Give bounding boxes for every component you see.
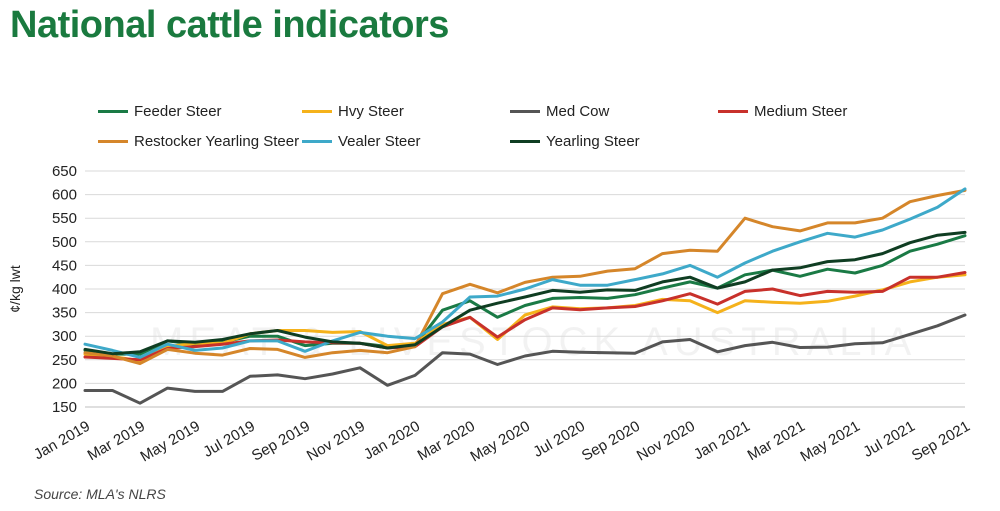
x-tick-label: Mar 2020 [415,418,478,464]
series-line-medium-steer [83,271,967,362]
x-tick-label: May 2019 [137,418,203,466]
legend-label: Restocker Yearling Steer [134,132,300,150]
legend-item: Vealer Steer [302,131,421,151]
legend-swatch [98,139,128,143]
x-tick-label: Sep 2021 [909,418,973,465]
x-tick-label: Jul 2020 [530,418,588,461]
series-line-yearling-steer [83,230,967,356]
x-tick-label: May 2020 [467,418,533,466]
x-tick-label: Jul 2021 [860,418,918,461]
y-tick-label: 500 [52,234,77,251]
x-tick-label: Sep 2020 [579,418,643,465]
y-tick-label: 250 [52,352,77,369]
legend-item: Yearling Steer [510,131,640,151]
y-tick-label: 550 [52,210,77,227]
legend-swatch [510,109,540,113]
y-tick-label: 200 [52,375,77,392]
x-tick-label: Nov 2019 [304,418,368,465]
legend-swatch [718,109,748,113]
legend-label: Feeder Steer [134,102,222,120]
series-line-restocker-yearling-steer [83,188,967,366]
legend-label: Medium Steer [754,102,848,120]
legend-item: Restocker Yearling Steer [98,131,299,151]
series-line-hvy-steer [83,273,967,363]
y-tick-label: 600 [52,187,77,204]
x-tick-label: Nov 2020 [634,418,698,465]
x-tick-label: Jan 2020 [361,418,423,464]
legend-swatch [510,139,540,143]
series-line-med-cow [83,313,967,405]
legend-item: Med Cow [510,101,609,121]
legend-swatch [302,139,332,143]
source-note: Source: MLA's NLRS [34,486,166,502]
x-tick-label: Jul 2019 [200,418,258,461]
legend-item: Medium Steer [718,101,847,121]
page-title: National cattle indicators [10,4,449,46]
y-tick-label: 150 [52,399,77,416]
legend-swatch [98,109,128,113]
legend-swatch [302,109,332,113]
y-tick-label: 650 [52,163,77,180]
y-tick-label: 350 [52,305,77,322]
x-tick-label: Sep 2019 [249,418,313,465]
x-tick-label: Jan 2021 [691,418,753,464]
legend-label: Med Cow [546,102,610,120]
legend-item: Feeder Steer [98,101,222,121]
y-tick-label: 400 [52,281,77,298]
y-axis-label: ¢/kg lwt [7,265,23,313]
x-tick-label: Jan 2019 [31,418,93,464]
legend-label: Hvy Steer [338,102,404,120]
y-tick-label: 300 [52,328,77,345]
x-tick-label: Mar 2019 [85,418,148,464]
series-line-vealer-steer [83,187,967,359]
legend-label: Vealer Steer [338,132,421,150]
x-tick-label: Mar 2021 [745,418,808,464]
y-tick-label: 450 [52,257,77,274]
legend-label: Yearling Steer [546,132,640,150]
x-tick-label: May 2021 [797,418,863,466]
legend-item: Hvy Steer [302,101,404,121]
